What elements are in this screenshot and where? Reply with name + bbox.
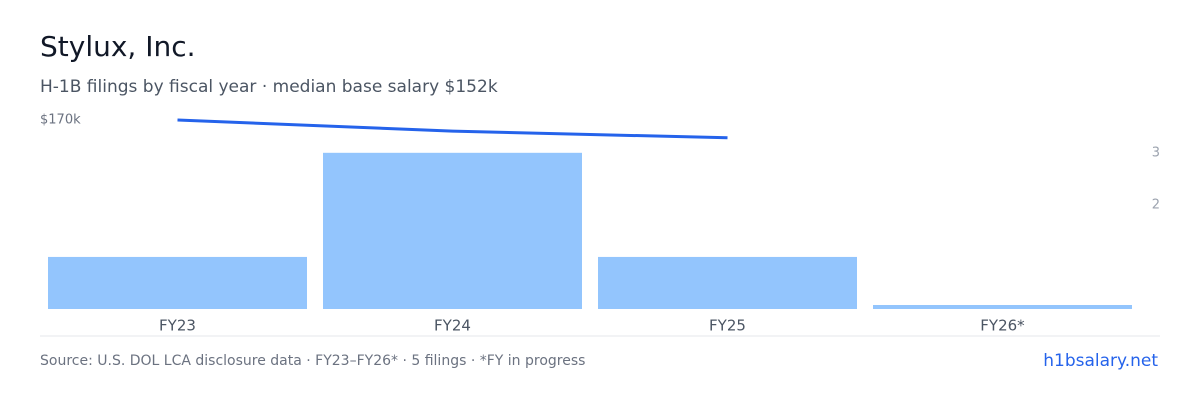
chart-title: Stylux, Inc. (40, 30, 196, 63)
chart-subtitle: H-1B filings by fiscal year · median bas… (40, 77, 498, 97)
y2-tick-label: 2 (1152, 197, 1160, 212)
footer: Source: U.S. DOL LCA disclosure data · F… (40, 353, 585, 369)
y-tick-label: $170k (40, 113, 81, 128)
x-tick-label: FY25 (709, 317, 746, 335)
source-link[interactable]: h1bsalary.net (1043, 351, 1158, 371)
x-tick-label: FY26* (980, 317, 1025, 335)
x-tick-label: FY23 (159, 317, 196, 335)
x-tick-label: FY24 (434, 317, 471, 335)
salary-line (177, 118, 728, 140)
bar (48, 256, 307, 309)
bar (873, 305, 1132, 309)
bar (598, 256, 857, 309)
bar (323, 152, 582, 309)
y2-tick-label: 3 (1152, 145, 1160, 160)
